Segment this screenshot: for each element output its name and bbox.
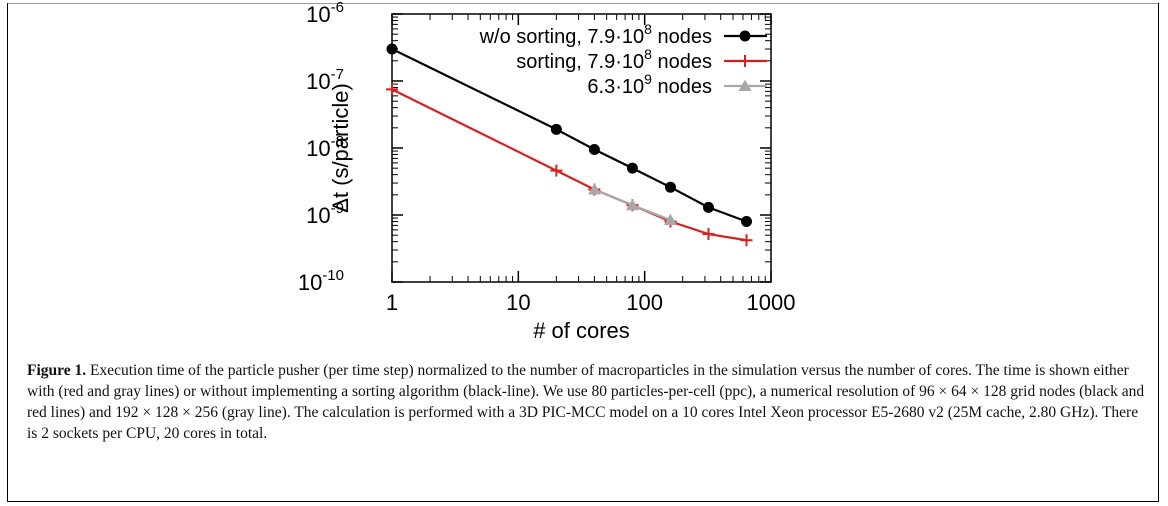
y-tick-label: 10-10 [298, 267, 344, 295]
data-point-circle [550, 123, 562, 135]
x-tick-label: 1000 [747, 290, 796, 315]
data-point-triangle [738, 79, 752, 91]
caption-text: Execution time of the particle pusher (p… [27, 362, 1145, 442]
data-point-plus [739, 55, 751, 67]
figure-caption: Figure 1. Execution time of the particle… [27, 360, 1147, 444]
series-line [391, 88, 747, 242]
x-tick-label: 10 [506, 290, 530, 315]
y-tick-label: 10-6 [306, 0, 344, 27]
y-tick-label: 10-7 [306, 66, 344, 94]
x-tick-label: 100 [626, 290, 663, 315]
series-0 [386, 43, 753, 227]
data-point-circle [741, 215, 753, 227]
data-point-plus [702, 228, 715, 241]
data-point-triangle [625, 198, 639, 211]
data-point-triangle [663, 213, 677, 226]
data-point-circle [702, 201, 714, 213]
data-point-circle [664, 181, 676, 193]
data-point-circle [386, 43, 398, 55]
frame-top-rule [7, 3, 1159, 4]
caption-label: Figure 1. [27, 362, 87, 379]
series-1 [386, 83, 753, 247]
y-tick-label: 10-8 [306, 133, 344, 161]
data-point-plus [740, 234, 753, 247]
data-point-circle [588, 143, 600, 155]
data-point-circle [626, 162, 638, 174]
series-2 [587, 183, 677, 226]
legend-label: 6.3·109 nodes [587, 71, 712, 98]
legend-label: sorting, 7.9·108 nodes [516, 46, 712, 73]
data-point-circle [739, 30, 751, 42]
legend-label: w/o sorting, 7.9·108 nodes [479, 21, 712, 48]
x-tick-label: 1 [386, 290, 398, 315]
series-layer [386, 43, 753, 247]
figure-frame [7, 3, 1159, 502]
data-point-plus [386, 83, 398, 96]
y-tick-label: 10-9 [306, 200, 344, 228]
axes: 1 10 100 1000 10-10 10-9 10-8 10-7 10-6 # of core… [298, 0, 796, 343]
data-point-plus [550, 164, 563, 177]
x-axis-label: # of cores [533, 318, 630, 343]
y-axis-label: Δt (s/particle) [328, 83, 353, 213]
data-point-triangle [587, 183, 601, 195]
series-line [391, 48, 747, 223]
